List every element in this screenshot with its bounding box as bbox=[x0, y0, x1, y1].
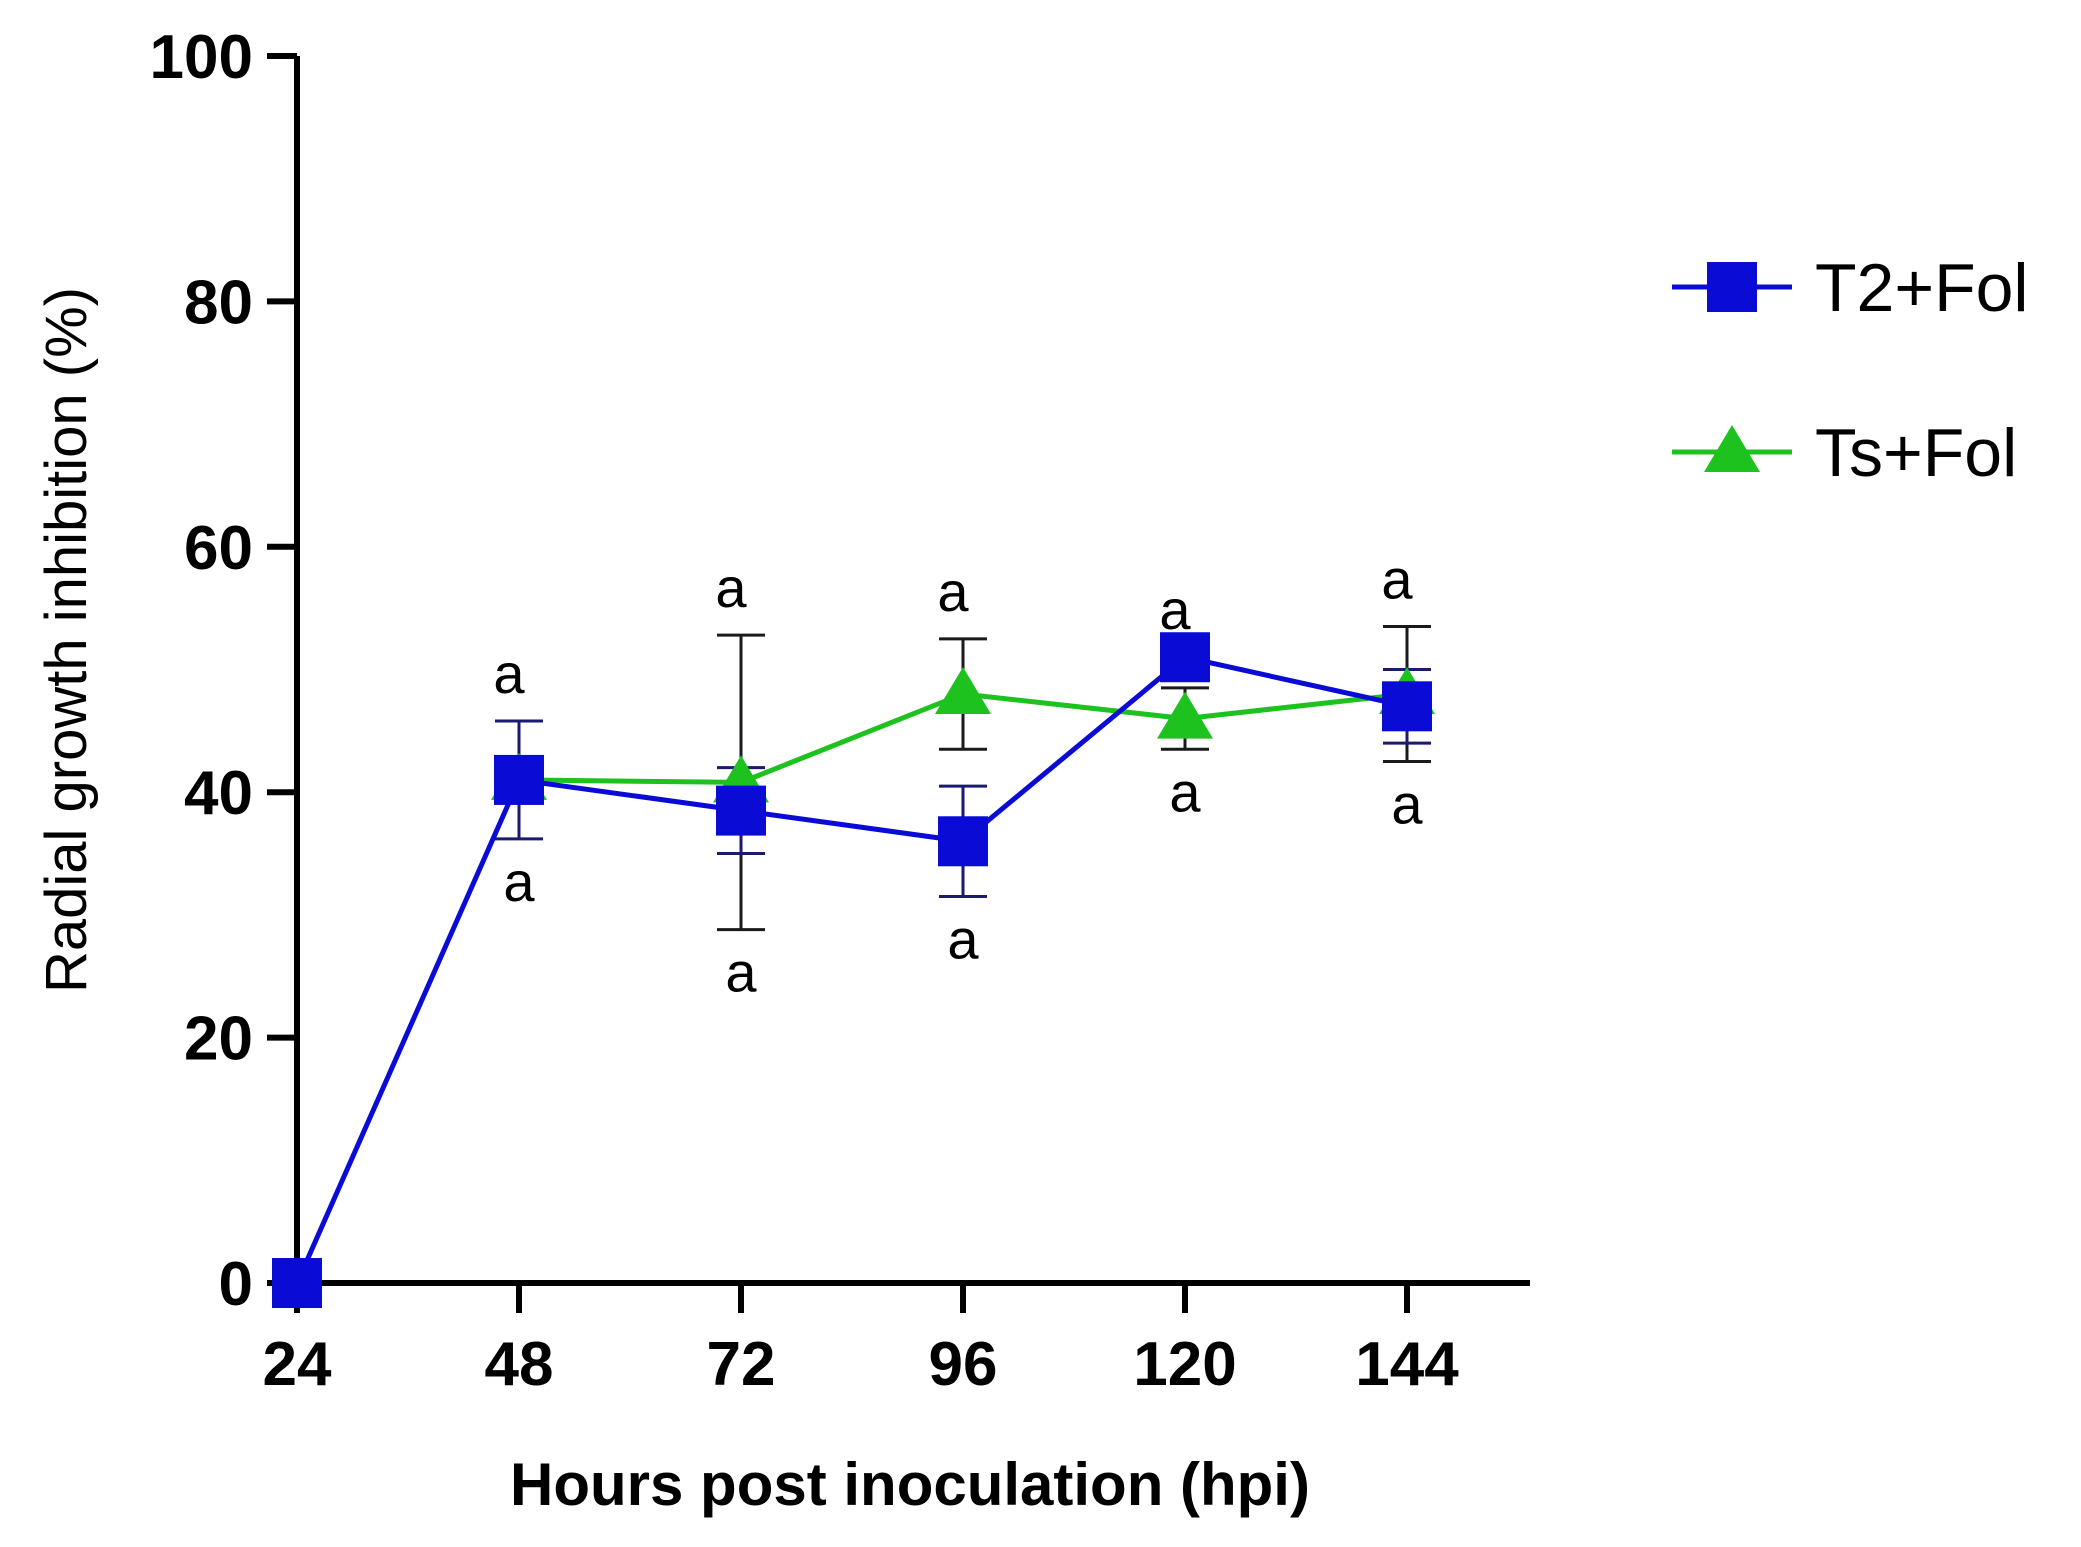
legend-item-T2+Fol: T2+Fol bbox=[1672, 250, 2029, 326]
legend-label: T2+Fol bbox=[1815, 250, 2029, 326]
x-tick-label: 72 bbox=[707, 1330, 776, 1399]
annotation-label-lower: a bbox=[1169, 760, 1201, 823]
annotation-label-upper: a bbox=[1159, 578, 1191, 641]
data-point-triangle bbox=[1157, 691, 1213, 739]
legend: T2+Fol Ts+Fol bbox=[1672, 250, 2029, 491]
annotation-label-lower: a bbox=[947, 907, 979, 970]
annotation-label-upper: a bbox=[493, 642, 525, 705]
data-point-triangle bbox=[935, 667, 991, 715]
y-axis-title: Radial growth inhibition (%) bbox=[34, 287, 99, 993]
legend-marker-triangle bbox=[1704, 425, 1760, 472]
y-tick-label: 60 bbox=[184, 514, 253, 583]
annotation-label-lower: a bbox=[725, 941, 757, 1004]
data-point-square bbox=[1382, 681, 1432, 732]
x-tick-label: 48 bbox=[485, 1330, 554, 1399]
y-tick-label: 80 bbox=[184, 268, 253, 337]
y-tick-label: 20 bbox=[184, 1005, 253, 1074]
annotation-label-lower: a bbox=[503, 850, 535, 913]
significance-annotations: a a a a a a a a a a bbox=[493, 548, 1423, 1004]
y-tick-label: 40 bbox=[184, 759, 253, 828]
y-tick-label: 0 bbox=[219, 1250, 253, 1319]
series-line-T2+Fol bbox=[294, 654, 1408, 1285]
data-point-square bbox=[716, 785, 766, 836]
annotation-label-upper: a bbox=[937, 560, 969, 623]
x-tick-label: 120 bbox=[1133, 1330, 1236, 1399]
axes bbox=[267, 53, 1530, 1313]
y-tick-label: 100 bbox=[150, 23, 253, 92]
series-markers bbox=[272, 632, 1435, 1308]
tick-labels: 0 20 40 60 80 100 24 48 72 96 120 144 bbox=[150, 23, 1460, 1399]
legend-item-Ts+Fol: Ts+Fol bbox=[1672, 415, 2017, 491]
x-tick-label: 96 bbox=[929, 1330, 998, 1399]
x-tick-label: 24 bbox=[263, 1330, 332, 1399]
x-axis-title: Hours post inoculation (hpi) bbox=[510, 1451, 1310, 1518]
annotation-label-lower: a bbox=[1391, 773, 1423, 836]
x-tick-label: 144 bbox=[1355, 1330, 1459, 1399]
series-lines bbox=[294, 654, 1408, 1285]
annotation-label-upper: a bbox=[715, 556, 747, 619]
data-point-square bbox=[1160, 632, 1210, 683]
legend-label: Ts+Fol bbox=[1815, 415, 2017, 491]
legend-marker-square bbox=[1707, 262, 1757, 312]
data-point-square bbox=[938, 816, 988, 867]
data-point-square bbox=[272, 1258, 322, 1308]
annotation-label-upper: a bbox=[1381, 548, 1413, 611]
data-point-square bbox=[494, 754, 544, 805]
